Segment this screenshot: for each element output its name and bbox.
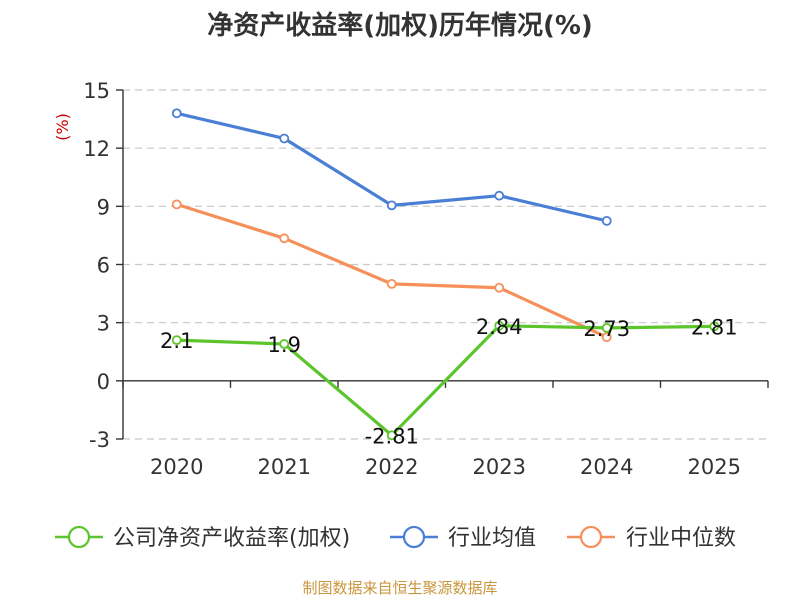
legend-circle-icon (402, 525, 426, 549)
y-tick-label: 0 (97, 370, 110, 394)
data-point (386, 200, 397, 211)
data-label: 1.9 (268, 333, 301, 357)
source-note: 制图数据来自恒生聚源数据库 (302, 579, 497, 597)
data-point (279, 339, 290, 349)
data-point (386, 278, 397, 289)
chart-title: 净资产收益率(加权)历年情况(%) (207, 10, 593, 41)
legend-label: 公司净资产收益率(加权) (113, 526, 350, 551)
legend-circle-icon (67, 525, 91, 549)
data-point (494, 320, 505, 331)
data-point (171, 199, 182, 210)
data-point (279, 233, 290, 244)
y-tick-label: 6 (97, 254, 110, 278)
x-tick-label: 2024 (580, 455, 633, 479)
data-point (709, 321, 720, 332)
data-label: 2.73 (583, 317, 630, 341)
y-tick-label: -3 (89, 428, 110, 452)
data-label: -2.81 (365, 424, 419, 448)
data-point (386, 430, 397, 441)
series-lines (171, 108, 720, 441)
legend-label: 行业中位数 (626, 526, 736, 551)
data-labels: 2.1 1.9 -2.81 2.84 2.73 2.81 (160, 315, 738, 449)
series-line (176, 324, 715, 437)
data-point (494, 282, 505, 293)
y-axis-unit: (%) (53, 113, 72, 141)
legend: 公司净资产收益率(加权) 行业均值 行业中位数 (55, 525, 736, 551)
data-point (494, 190, 505, 201)
legend-circle-icon (579, 525, 603, 549)
data-point (171, 108, 182, 119)
series-line (176, 202, 608, 339)
data-point (279, 133, 290, 144)
data-point (601, 332, 612, 343)
y-tick-label: 9 (97, 195, 110, 219)
y-tick-label: 15 (83, 79, 110, 103)
x-tick-label: 2025 (688, 455, 741, 479)
legend-item: 公司净资产收益率(加权) (55, 525, 350, 551)
data-point (601, 215, 612, 226)
data-label: 2.81 (691, 315, 738, 339)
y-tick-label: 12 (83, 137, 110, 161)
x-tick-label: 2022 (365, 455, 418, 479)
axes: 15 12 9 6 3 0 -3 2020 2021 2022 2023 2024 2025 (83, 79, 769, 479)
data-point (171, 335, 182, 346)
y-tick-label: 3 (97, 312, 110, 336)
legend-label: 行业均值 (448, 526, 536, 551)
legend-item: 行业中位数 (567, 525, 736, 551)
data-label: 2.84 (476, 315, 523, 339)
x-tick-label: 2023 (473, 455, 526, 479)
data-label: 2.1 (160, 329, 193, 353)
legend-item: 行业均值 (390, 525, 536, 551)
data-point (601, 323, 612, 333)
x-tick-label: 2021 (258, 455, 311, 479)
x-tick-label: 2020 (150, 455, 203, 479)
